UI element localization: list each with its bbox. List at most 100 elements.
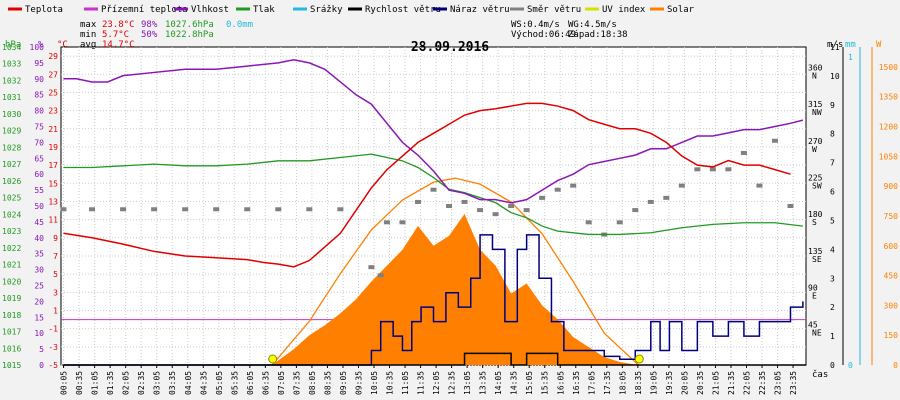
temperature-tick-label: 5: [53, 270, 58, 279]
stat-max-temp: 23.8°C: [102, 20, 135, 30]
temperature-tick-label: 19: [48, 143, 58, 152]
wind-direction-dot: [151, 207, 158, 212]
humidity-tick-label: 30: [34, 266, 44, 275]
x-tick-label: 13:05: [463, 371, 472, 395]
wind-direction-dot: [725, 167, 732, 172]
wind-direction-dot: [554, 187, 561, 192]
wind-tick-label: 8: [830, 130, 835, 139]
x-tick-label: 00:05: [60, 371, 69, 395]
wind-direction-dot: [678, 183, 685, 188]
humidity-tick-label: 90: [34, 75, 44, 84]
wind-direction-dot: [337, 207, 344, 212]
pressure-tick-label: 1031: [2, 93, 21, 102]
wind-tick-label: 6: [830, 188, 835, 197]
solar-tick-label: 900: [884, 182, 899, 191]
x-tick-label: 05:35: [230, 371, 239, 395]
direction-tick-label: SE: [812, 255, 822, 264]
humidity-tick-label: 85: [34, 91, 44, 100]
x-tick-label: 19:05: [649, 371, 658, 395]
wind-direction-dot: [632, 208, 639, 213]
sun-marker: [634, 354, 644, 364]
x-tick-label: 23:35: [789, 371, 798, 395]
x-tick-label: 22:05: [743, 371, 752, 395]
wind-direction-dot: [694, 167, 701, 172]
legend-label: Solar: [667, 5, 695, 15]
unit-degc: °C: [57, 40, 68, 50]
direction-tick-label: 270: [808, 137, 823, 146]
temperature-tick-label: 21: [48, 125, 58, 134]
humidity-tick-label: 100: [30, 43, 45, 52]
wind-direction-dot: [377, 273, 384, 278]
direction-tick-label: S: [812, 218, 817, 227]
temperature-tick-label: 1: [53, 306, 58, 315]
humidity-tick-label: 65: [34, 154, 44, 163]
pressure-tick-label: 1022: [2, 244, 21, 253]
sun-marker: [268, 354, 278, 364]
axis-units: hPa % °C m/s mm W čas: [5, 40, 882, 380]
x-tick-label: 08:35: [323, 371, 332, 395]
x-tick-label: 05:05: [215, 371, 224, 395]
pressure-tick-label: 1026: [2, 177, 21, 186]
solar-tick-label: 1050: [879, 152, 898, 161]
temperature-tick-label: 25: [48, 88, 58, 97]
legend-label: UV index: [602, 5, 646, 15]
stat-avg-label: avg: [80, 40, 96, 50]
humidity-tick-label: 35: [34, 250, 44, 259]
solar-tick-label: 750: [884, 212, 899, 221]
x-tick-label: 23:05: [774, 371, 783, 395]
direction-tick-label: E: [812, 292, 817, 301]
x-tick-label: 08:05: [308, 371, 317, 395]
x-tick-label: 20:35: [696, 371, 705, 395]
humidity-tick-label: 95: [34, 59, 44, 68]
x-tick-label: 10:05: [370, 371, 379, 395]
pressure-tick-label: 1029: [2, 127, 21, 136]
x-axis: 00:05 00:35 01:05 01:35 02:05 02:35 03:05 03:35…: [60, 365, 798, 395]
stat-max-press: 1027.6hPa: [165, 20, 214, 30]
humidity-tick-label: 60: [34, 170, 44, 179]
wind-direction-dot: [647, 199, 654, 204]
direction-tick-label: NW: [812, 108, 822, 117]
humidity-tick-label: 15: [34, 313, 44, 322]
x-tick-label: 20:05: [680, 371, 689, 395]
wind-direction-dot: [213, 207, 220, 212]
direction-tick-label: 180: [808, 210, 823, 219]
rain-tick-label: 1: [848, 53, 853, 62]
solar-tick-label: 300: [884, 301, 899, 310]
stats-block: max 23.8°C 98% 1027.6hPa 0.0mm min 5.7°C…: [80, 20, 253, 50]
wind-tick-label: 4: [830, 245, 835, 254]
direction-tick-label: 135: [808, 247, 823, 256]
solar-tick-label: 1200: [879, 123, 898, 132]
humidity-tick-label: 80: [34, 107, 44, 116]
wind-direction-dot: [771, 138, 778, 143]
direction-tick-label: 45: [808, 320, 818, 329]
solar-theoretical-line: [271, 177, 639, 366]
pressure-tick-label: 1016: [2, 344, 21, 353]
wind-direction-dot: [446, 204, 453, 208]
humidity-tick-label: 75: [34, 123, 44, 132]
wind-direction-dot: [461, 199, 468, 204]
wind-info: WS:0.4m/s WG:4.5m/s Východ:06:49 Západ:1…: [511, 20, 628, 40]
solar-tick-label: 600: [884, 242, 899, 251]
x-tick-label: 07:05: [277, 371, 286, 395]
unit-pct: %: [38, 40, 44, 50]
chart-marks: [60, 58, 806, 366]
humidity-tick-label: 50: [34, 202, 44, 211]
x-tick-label: 17:05: [587, 371, 596, 395]
wind-direction-dot: [709, 167, 716, 172]
x-tick-label: 21:05: [711, 371, 720, 395]
wind-tick-label: 10: [830, 72, 840, 81]
humidity-tick-label: 10: [34, 329, 44, 338]
humidity-tick-label: 25: [34, 282, 44, 291]
x-tick-label: 18:05: [618, 371, 627, 395]
x-tick-label: 02:05: [122, 371, 131, 395]
x-tick-label: 06:35: [261, 371, 270, 395]
wind-direction-dot: [60, 207, 67, 212]
direction-tick-label: 360: [808, 63, 823, 72]
x-tick-label: 11:05: [401, 371, 410, 395]
temperature-tick-label: 17: [48, 161, 58, 170]
temperature-tick-label: 7: [53, 252, 58, 261]
stat-max-rain: 0.0mm: [226, 20, 253, 30]
pressure-tick-label: 1019: [2, 294, 21, 303]
x-tick-label: 12:05: [432, 371, 441, 395]
